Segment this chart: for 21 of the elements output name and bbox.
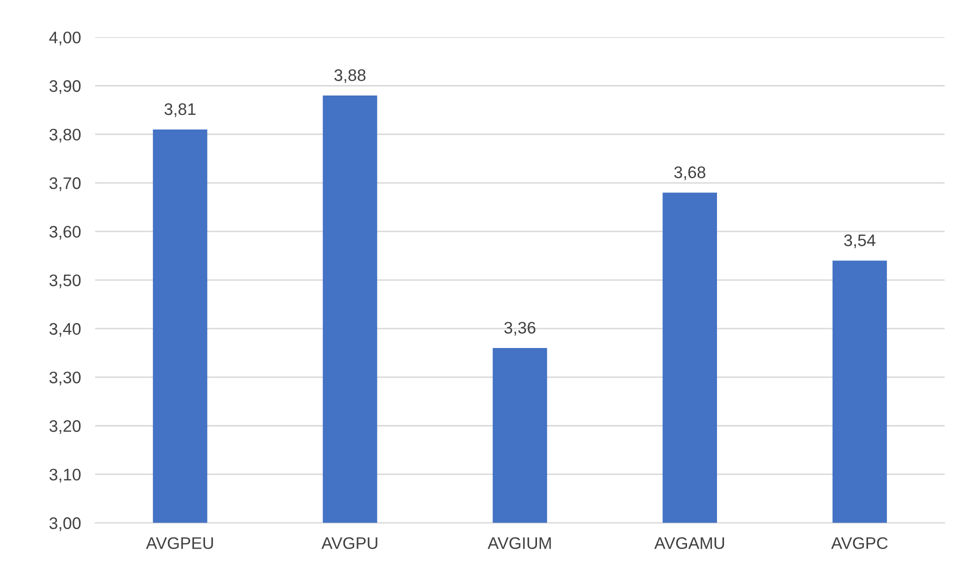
y-tick-label: 3,50	[49, 274, 81, 288]
data-label: 3,68	[674, 166, 706, 180]
data-label: 3,54	[844, 234, 876, 248]
x-tick-label: AVGPEU	[146, 537, 213, 550]
y-tick-label: 3,10	[49, 468, 81, 482]
y-tick-label: 3,40	[49, 323, 81, 337]
y-tick-label: 3,90	[49, 80, 81, 94]
x-tick-label: AVGPU	[321, 537, 378, 550]
data-label: 3,36	[504, 322, 536, 336]
data-label: 3,81	[164, 103, 196, 118]
y-tick-label: 4,00	[49, 32, 81, 46]
x-tick-label: AVGAMU	[654, 537, 724, 550]
y-tick-label: 3,30	[49, 372, 81, 386]
x-tick-label: AVGIUM	[488, 537, 551, 550]
x-tick-label: AVGPC	[831, 537, 888, 550]
y-tick-label: 3,20	[49, 420, 81, 434]
data-label: 3,88	[334, 69, 366, 84]
y-tick-label: 3,60	[49, 226, 81, 240]
y-tick-label: 3,00	[49, 517, 81, 532]
y-tick-label: 3,70	[49, 177, 81, 192]
y-tick-label: 3,80	[49, 128, 81, 142]
